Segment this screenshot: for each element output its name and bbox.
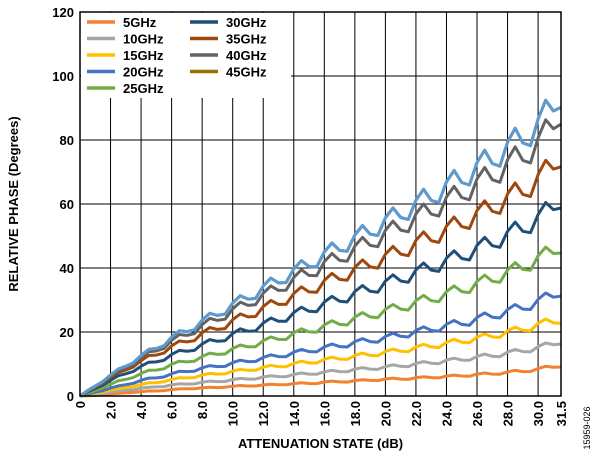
x-tick-label: 24.0 — [439, 401, 454, 426]
y-tick-label: 60 — [60, 197, 74, 212]
x-tick-label: 16.0 — [317, 401, 332, 426]
series-line-5ghz — [79, 364, 562, 398]
y-tick-label: 0 — [67, 389, 74, 404]
legend-label: 45GHz — [226, 65, 267, 80]
y-tick-label: 40 — [60, 261, 74, 276]
x-axis-title: ATTENUATION STATE (dB) — [238, 436, 403, 451]
figure-id: 15959-026 — [582, 406, 592, 449]
legend-label: 5GHz — [123, 15, 157, 30]
series-line-15ghz — [79, 317, 562, 398]
legend-label: 25GHz — [123, 81, 164, 96]
series-line-20ghz — [79, 291, 562, 398]
y-tick-label: 20 — [60, 325, 74, 340]
x-axis-ticks: 0 2.0 4.0 6.0 8.0 10.0 12.0 14.0 16.0 18.0 20.0 22.… — [73, 401, 569, 426]
y-axis-ticks: 0 20 40 60 80 100 120 — [52, 5, 74, 404]
series-line-25ghz — [79, 245, 562, 398]
x-tick-label: 30.0 — [531, 401, 546, 426]
x-tick-label: 8.0 — [195, 401, 210, 419]
plot-frame — [79, 11, 562, 397]
legend-label: 30GHz — [226, 15, 267, 30]
legend-label: 15GHz — [123, 48, 164, 63]
x-tick-label: 22.0 — [409, 401, 424, 426]
x-tick-label: 20.0 — [378, 401, 393, 426]
x-tick-label: 6.0 — [165, 401, 180, 419]
series-layer — [79, 98, 562, 398]
x-tick-label: 12.0 — [256, 401, 271, 426]
y-tick-label: 80 — [60, 133, 74, 148]
series-line-10ghz — [79, 341, 562, 398]
series-line-30ghz — [79, 201, 562, 398]
series-line-35ghz — [79, 158, 562, 398]
x-tick-label: 2.0 — [104, 401, 119, 419]
legend-label: 40GHz — [226, 48, 267, 63]
x-tick-label: 10.0 — [226, 401, 241, 426]
x-tick-label: 18.0 — [348, 401, 363, 426]
legend-background — [81, 13, 291, 98]
y-tick-label: 100 — [52, 69, 74, 84]
y-tick-label: 120 — [52, 5, 74, 20]
x-tick-label: 0 — [73, 401, 88, 408]
y-axis-title: RELATIVE PHASE (Degrees) — [6, 116, 21, 291]
x-tick-label: 28.0 — [501, 401, 516, 426]
legend-label: 10GHz — [123, 32, 164, 47]
legend-label: 20GHz — [123, 65, 164, 80]
x-tick-label: 26.0 — [470, 401, 485, 426]
x-tick-label: 14.0 — [287, 401, 302, 426]
legend-label: 35GHz — [226, 32, 267, 47]
series-line-unlabeled — [79, 98, 562, 398]
x-tick-label: 31.5 — [554, 401, 569, 426]
series-line-40ghz — [79, 118, 562, 398]
x-tick-label: 4.0 — [134, 401, 149, 419]
